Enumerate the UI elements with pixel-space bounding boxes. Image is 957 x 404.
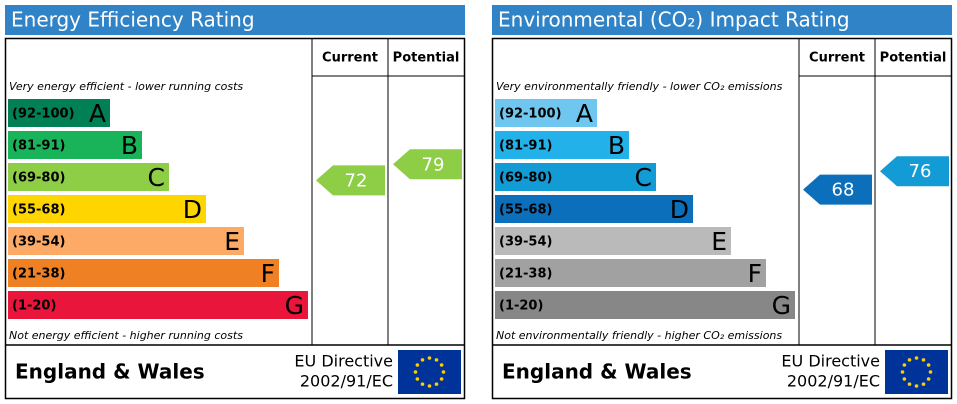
flag-star [420,382,425,386]
flag-star [907,358,912,362]
band-range: (69-80) [499,171,552,186]
rating-band [495,131,629,159]
band-range: (55-68) [12,203,65,218]
column-header: Potential [880,51,947,66]
band-letter: G [285,291,304,320]
band-letter: E [224,227,240,256]
column-header: Current [322,51,378,66]
flag-star [439,377,444,381]
column-header: Current [809,51,865,66]
directive: EU Directive [294,352,393,371]
frame [4,37,466,400]
flag-star [907,382,912,386]
frame [491,37,953,400]
bottom-note: Not environmentally friendly - higher CO… [496,329,782,342]
flag-star [902,377,907,381]
rating-band [8,259,279,287]
rating-value: 72 [345,170,368,191]
band-letter: F [748,259,762,288]
bottom-note: Not energy efficient - higher running co… [9,329,243,342]
flag-star [928,370,933,374]
band-range: (81-91) [499,139,552,154]
rating-band [8,291,308,319]
flag-star [434,382,439,386]
flag-star [921,358,926,362]
band-range: (1-20) [499,299,543,314]
band-range: (92-100) [12,107,75,122]
rating-arrow [803,174,872,205]
band-letter: D [670,195,689,224]
rating-band [495,99,597,127]
band-range: (81-91) [12,139,65,154]
band-letter: A [576,99,593,128]
band-letter: F [261,259,275,288]
flag-star [914,384,919,388]
band-range: (39-54) [12,235,65,250]
band-letter: C [148,163,165,192]
rating-value: 76 [909,161,932,182]
flag-star [415,363,420,367]
flag-star [914,356,919,360]
flag-star [420,358,425,362]
rating-band [495,227,731,255]
band-range: (55-68) [499,203,552,218]
flag-star [921,382,926,386]
band-letter: B [121,131,138,160]
directive: EU Directive [781,352,880,371]
directive: 2002/91/EC [787,372,880,391]
rating-band [8,99,110,127]
band-range: (92-100) [499,107,562,122]
rating-arrow [316,165,385,196]
flag-star [434,358,439,362]
band-range: (21-38) [12,267,65,282]
flag-star [427,384,432,388]
flag-star [427,356,432,360]
rating-arrow [880,156,949,187]
band-letter: A [89,99,106,128]
rating-band [8,227,244,255]
rating-band [495,259,766,287]
panel-title: Energy Efficiency Rating [11,8,255,32]
panel-title: Environmental (CO₂) Impact Rating [498,8,850,32]
title-bar [492,5,952,35]
band-letter: G [772,291,791,320]
rating-value: 79 [422,154,445,175]
rating-band [495,195,693,223]
region: England & Wales [502,360,692,384]
rating-arrow [393,149,462,180]
rating-value: 68 [832,180,855,201]
title-bar [5,5,465,35]
flag-star [441,370,446,374]
band-range: (1-20) [12,299,56,314]
band-letter: E [711,227,727,256]
band-range: (21-38) [499,267,552,282]
column-header: Potential [393,51,460,66]
rating-band [8,163,169,191]
flag-star [902,363,907,367]
band-letter: C [635,163,652,192]
flag-star [926,363,931,367]
rating-band [495,163,656,191]
band-range: (39-54) [499,235,552,250]
flag-star [439,363,444,367]
band-letter: B [608,131,625,160]
rating-band [8,195,206,223]
region: England & Wales [15,360,205,384]
band-letter: D [183,195,202,224]
directive: 2002/91/EC [300,372,393,391]
rating-band [495,291,795,319]
flag-star [926,377,931,381]
top-note: Very energy efficient - lower running co… [9,80,243,93]
flag-star [415,377,420,381]
flag-star [413,370,418,374]
rating-panel: Energy Efficiency Rating Current Potential… [4,5,466,400]
rating-panel: Environmental (CO₂) Impact Rating Current… [491,5,953,400]
band-range: (69-80) [12,171,65,186]
rating-band [8,131,142,159]
top-note: Very environmentally friendly - lower CO… [496,80,783,93]
flag-star [900,370,905,374]
